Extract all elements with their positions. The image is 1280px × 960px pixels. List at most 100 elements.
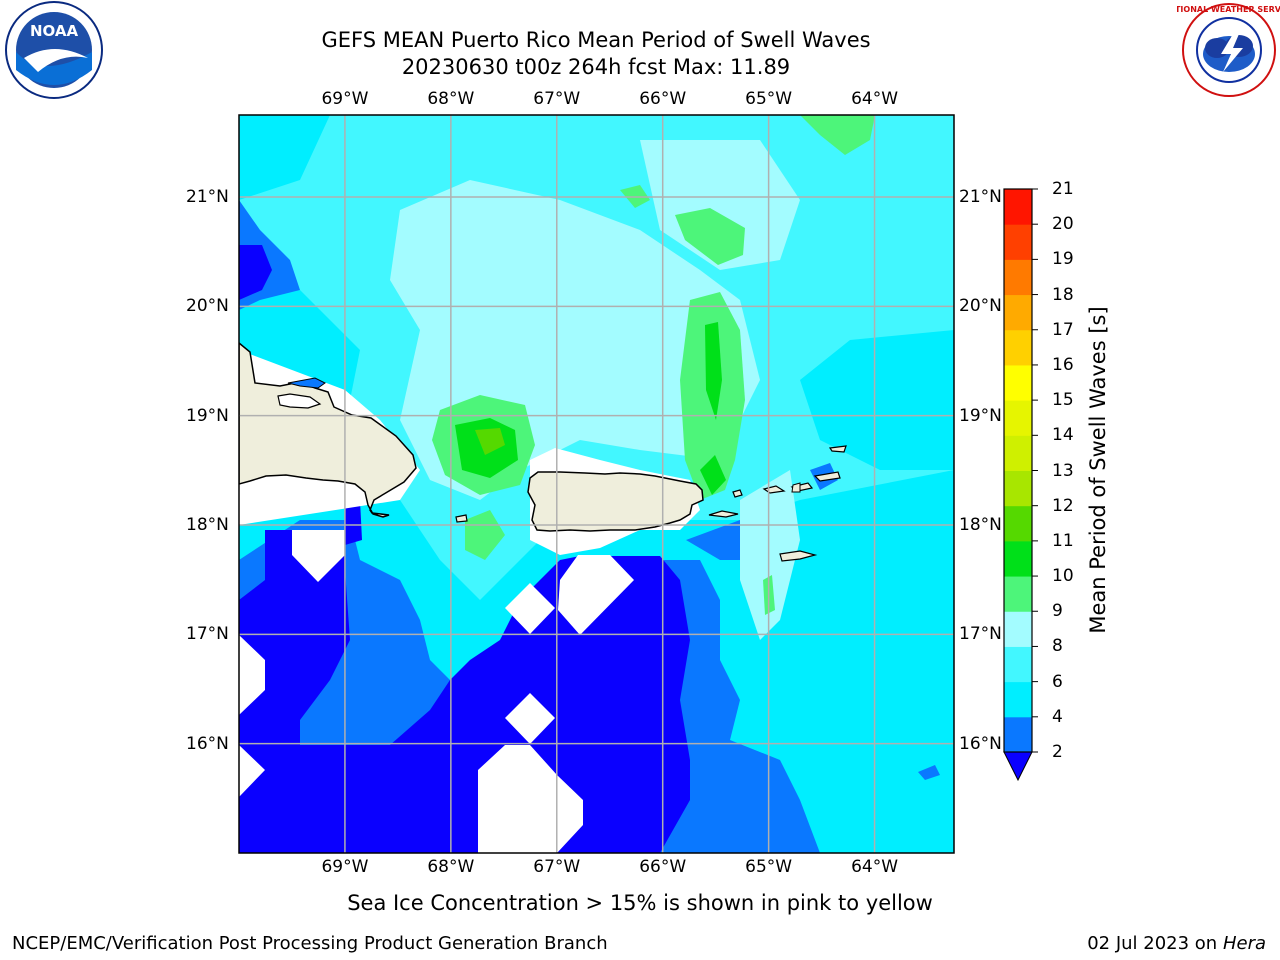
land-outline [277, 393, 322, 409]
noaa-logo-text: NOAA [30, 22, 79, 40]
footer-date: 02 Jul 2023 on Hera [1087, 933, 1266, 954]
colorbar-extension [1003, 751, 1033, 782]
land-virgin-gorda [813, 471, 841, 482]
map-frame [238, 114, 955, 854]
field-band-2 [239, 245, 272, 300]
no-data-region [239, 745, 265, 797]
latitude-label: 16°N [186, 733, 229, 754]
nws-logo-text: NATIONAL WEATHER SERVICE [1177, 5, 1280, 14]
field-band-4 [388, 582, 404, 612]
field-band-10 [675, 208, 745, 265]
land-puerto-rico [527, 471, 704, 532]
longitude-label: 64°W [851, 857, 899, 877]
latitude-label: 19°N [959, 405, 1002, 426]
sea-ice-note: Sea Ice Concentration > 15% is shown in … [347, 891, 933, 915]
no-data-region [292, 530, 345, 582]
colorbar-tick-label: 2 [1052, 742, 1063, 762]
longitude-label: 69°W [321, 857, 369, 877]
field-band-4 [686, 520, 740, 560]
field-band-12 [475, 428, 505, 455]
colorbar-tick-label: 17 [1052, 319, 1074, 340]
colorbar-tick-label: 4 [1052, 706, 1063, 727]
colorbar-segment [1004, 224, 1032, 260]
colorbar-segment [1004, 329, 1032, 366]
colorbar [1003, 188, 1038, 782]
longitude-label: 65°W [745, 857, 793, 877]
field-band-11 [705, 322, 722, 420]
colorbar-tick-label: 21 [1052, 179, 1074, 199]
colorbar-segment [1004, 400, 1032, 436]
colorbar-segment [1004, 576, 1032, 612]
longitude-label: 66°W [639, 857, 687, 877]
colorbar-tick-label: 16 [1052, 354, 1074, 375]
colorbar-segment [1004, 646, 1032, 683]
colorbar-segment [1004, 364, 1032, 401]
land-outline [791, 482, 801, 493]
field-band-10 [465, 510, 505, 560]
latitude-label: 19°N [186, 405, 229, 426]
nws-logo: NATIONAL WEATHER SERVICE [1177, 2, 1280, 98]
latitude-label: 17°N [186, 624, 229, 645]
chart-subtitle: 20230630 t00z 264h fcst Max: 11.89 [401, 55, 791, 79]
longitude-label: 67°W [533, 89, 581, 109]
footer-date-text: 02 Jul 2023 on [1087, 933, 1223, 954]
footer-host: Hera [1222, 933, 1266, 954]
colorbar-segment [1004, 294, 1032, 331]
colorbar-tick-label: 20 [1052, 214, 1074, 235]
latitude-label: 21°N [186, 187, 229, 207]
colorbar-tick-label: 14 [1052, 425, 1074, 446]
longitude-label: 68°W [427, 89, 475, 109]
no-data-region [558, 555, 634, 635]
colorbar-segment [1004, 259, 1032, 296]
colorbar-tick-label: 8 [1052, 636, 1063, 657]
colorbar-segment [1004, 611, 1032, 647]
latitude-label: 18°N [959, 515, 1002, 535]
longitude-label: 64°W [851, 89, 899, 109]
no-data-region [505, 693, 555, 744]
land-hispaniola [239, 342, 417, 518]
colorbar-segment [1004, 540, 1032, 577]
field-band-6 [800, 330, 954, 470]
field-band-11 [700, 455, 726, 495]
colorbar-tick-label: 15 [1052, 390, 1074, 411]
colorbar-tick-label: 18 [1052, 284, 1074, 305]
colorbar-segment [1004, 505, 1032, 542]
longitude-label: 66°W [639, 89, 687, 109]
field-band-9 [740, 470, 800, 640]
colorbar-tick-label: 6 [1052, 671, 1063, 692]
land-anegada [828, 445, 847, 453]
no-data-region [505, 583, 555, 634]
colorbar-tick-label: 13 [1052, 460, 1074, 481]
field-band-6 [239, 115, 330, 200]
no-data-region [239, 635, 265, 715]
land-mona-island [455, 514, 468, 523]
field-band-2 [345, 500, 362, 545]
latitude-label: 20°N [186, 296, 229, 317]
colorbar-segment [1004, 435, 1032, 471]
longitude-label: 67°W [533, 857, 581, 877]
colorbar-segment [1004, 470, 1032, 507]
colorbar-segment [1004, 716, 1032, 753]
longitude-label: 69°W [321, 89, 369, 109]
chart-title: GEFS MEAN Puerto Rico Mean Period of Swe… [321, 28, 871, 52]
latitude-label: 16°N [959, 733, 1002, 754]
colorbar-segment [1004, 681, 1032, 718]
longitude-label: 68°W [427, 857, 475, 877]
gridlines [239, 115, 954, 853]
land-vieques [708, 510, 739, 518]
land-outline [287, 377, 326, 389]
noaa-logo: NOAA [4, 0, 104, 100]
latitude-label: 21°N [959, 187, 1002, 207]
land-st-croix [779, 550, 818, 562]
field-band-4 [918, 765, 940, 780]
colorbar-segment [1004, 189, 1032, 225]
colorbar-tick-label: 10 [1052, 566, 1074, 587]
field-band-10 [800, 115, 875, 155]
longitude-label: 65°W [745, 89, 793, 109]
colorbar-tick-label: 11 [1052, 530, 1074, 551]
land-culebra [732, 489, 743, 498]
field-band-9 [640, 140, 800, 270]
swell-period-field [239, 115, 954, 853]
colorbar-tick-label: 9 [1052, 601, 1063, 622]
